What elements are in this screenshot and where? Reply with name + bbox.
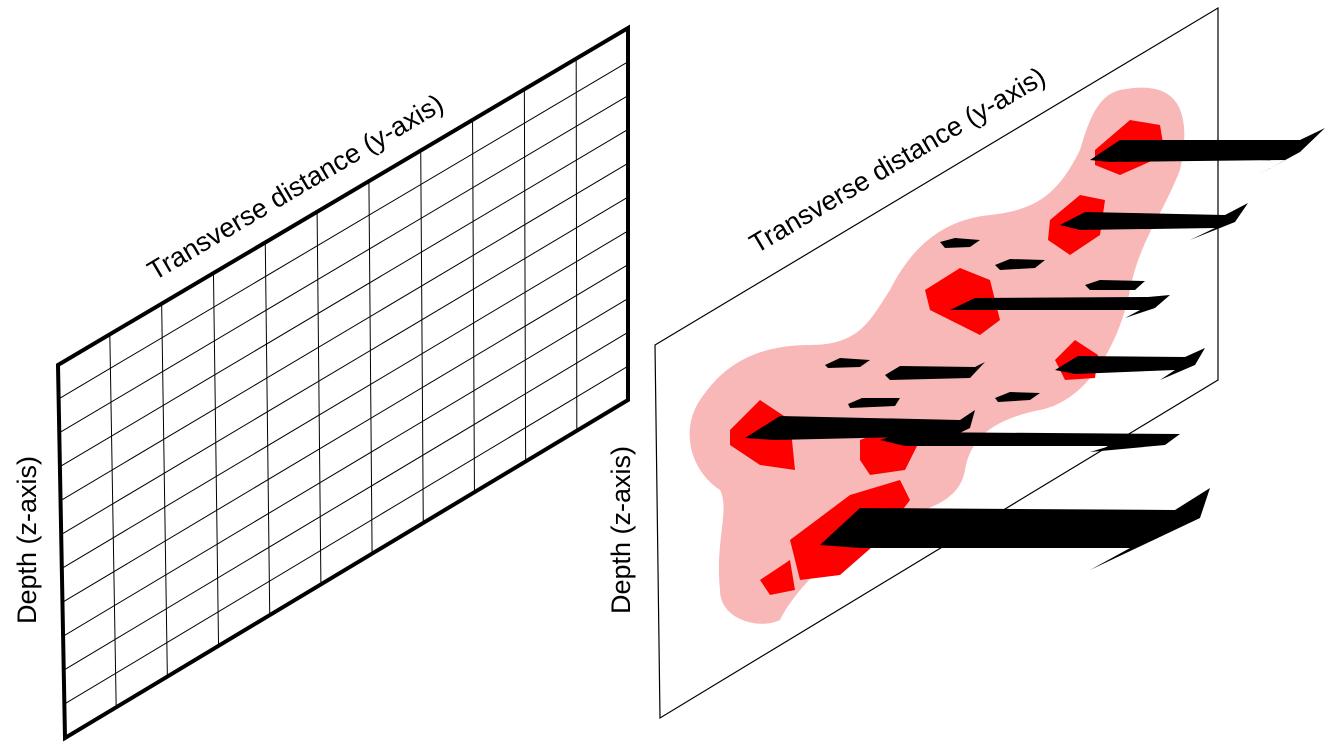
- grid-line: [61, 197, 628, 534]
- grid-line: [64, 332, 628, 670]
- x-axis-label: Transverse distance (y-axis): [142, 88, 448, 286]
- y-axis-label: Depth (z-axis): [606, 446, 636, 614]
- grid-line: [59, 62, 628, 399]
- grid-line: [421, 151, 424, 523]
- grid-line: [317, 212, 321, 585]
- grid-line: [162, 304, 168, 677]
- grid-line: [63, 299, 628, 637]
- grid-line: [473, 120, 475, 492]
- grid-line: [576, 59, 577, 431]
- figure: Transverse distance (y-axis) Depth (z-ax…: [0, 0, 1330, 742]
- grid-line: [64, 366, 628, 704]
- grid-line: [62, 265, 628, 603]
- grid-line: [110, 334, 116, 707]
- grid-line: [265, 242, 269, 615]
- grid-line: [62, 231, 628, 569]
- grid-line: [369, 181, 372, 553]
- grid-line: [60, 129, 628, 466]
- grid-line: [213, 273, 218, 646]
- grid-line: [524, 89, 525, 461]
- y-axis-label: Depth (z-axis): [12, 456, 42, 624]
